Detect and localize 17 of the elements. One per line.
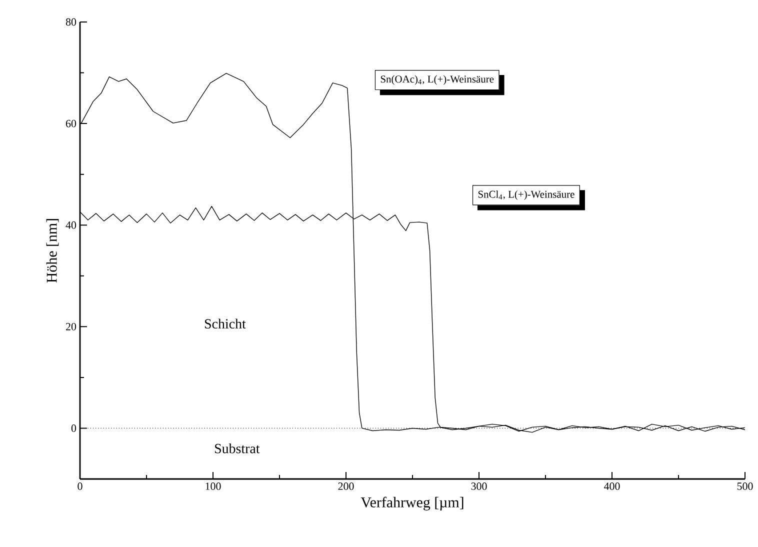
x-axis-title: Verfahrweg [µm] (360, 496, 464, 510)
y-tick-label: 60 (66, 120, 76, 128)
y-tick-label: 80 (66, 18, 76, 26)
text: SnCl$_{4}$, L(+)-Weinsäure (478, 190, 574, 200)
y-tick-label: 0 (71, 424, 76, 432)
text: Sn(OAc)$_{4}$, L(+)-Weinsäure (380, 75, 494, 85)
x-tick-label: 500 (737, 482, 753, 490)
annotation: Schicht (204, 318, 246, 329)
y-axis-title: Höhe [nm] (46, 219, 59, 283)
y-tick-label: 40 (66, 221, 76, 229)
annotation: Substrat (215, 443, 260, 454)
x-tick-label: 0 (78, 482, 82, 490)
x-tick-label: 100 (206, 482, 221, 490)
y-tick-label: 20 (66, 322, 76, 330)
x-tick-label: 400 (604, 482, 620, 490)
x-tick-label: 300 (471, 482, 487, 490)
x-tick-label: 200 (338, 482, 354, 490)
